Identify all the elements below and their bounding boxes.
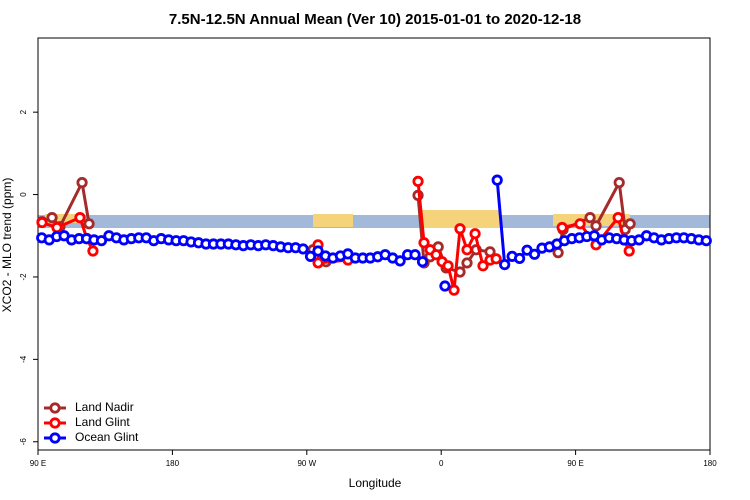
- point: [700, 235, 712, 247]
- point: [574, 218, 586, 230]
- chart-title: 7.5N-12.5N Annual Mean (Ver 10) 2015-01-…: [169, 11, 581, 28]
- point: [454, 223, 466, 235]
- series-line: [416, 181, 497, 291]
- x-tick-label: 180: [166, 459, 180, 468]
- point: [624, 218, 636, 230]
- legend-label: Land Glint: [75, 415, 130, 429]
- y-tick-label: -6: [19, 438, 28, 446]
- plot-frame: [37, 37, 711, 451]
- point: [448, 284, 460, 296]
- y-tick-label: 2: [19, 109, 28, 114]
- x-tick-label: 90 E: [567, 459, 583, 468]
- y-axis-label: XCO2 - MLO trend (ppm): [0, 178, 14, 313]
- point: [584, 212, 596, 224]
- point: [87, 245, 99, 257]
- point: [409, 249, 421, 261]
- point: [613, 177, 625, 189]
- x-axis-label: Longitude: [349, 476, 402, 490]
- point: [590, 220, 602, 232]
- y-tick-label: -2: [19, 273, 28, 281]
- y-tick-label: -4: [19, 355, 28, 363]
- point: [513, 252, 526, 265]
- point: [95, 235, 108, 247]
- point: [416, 256, 429, 268]
- x-tick-label: 90 W: [297, 459, 316, 468]
- x-tick-label: 0: [439, 459, 444, 468]
- point: [297, 243, 309, 255]
- point: [304, 250, 317, 262]
- y-tick-label: 0: [19, 192, 28, 197]
- point: [439, 280, 451, 292]
- point: [461, 244, 473, 256]
- point: [528, 248, 541, 260]
- legend-label: Ocean Glint: [75, 430, 139, 444]
- legend-marker: [49, 432, 61, 444]
- point: [51, 221, 63, 234]
- point: [491, 174, 503, 186]
- point: [442, 260, 454, 272]
- point: [312, 257, 324, 269]
- point: [36, 216, 48, 229]
- legend-label: Land Nadir: [75, 400, 134, 414]
- legend-marker: [49, 402, 61, 414]
- point: [430, 249, 442, 261]
- point: [461, 257, 473, 269]
- point: [412, 175, 424, 187]
- point: [418, 237, 430, 249]
- x-tick-label: 180: [703, 459, 717, 468]
- point: [312, 245, 324, 257]
- point: [490, 253, 502, 265]
- surface-band: [38, 210, 710, 228]
- point: [46, 212, 58, 224]
- point: [469, 228, 481, 240]
- point: [499, 258, 511, 271]
- point: [74, 212, 86, 224]
- point: [477, 260, 489, 272]
- point: [394, 255, 406, 267]
- point: [623, 245, 635, 257]
- point: [76, 177, 88, 189]
- point: [556, 221, 568, 234]
- legend-marker: [49, 417, 61, 429]
- x-tick-label: 90 E: [30, 459, 46, 468]
- point: [83, 218, 95, 230]
- point: [552, 247, 564, 259]
- point: [612, 212, 624, 224]
